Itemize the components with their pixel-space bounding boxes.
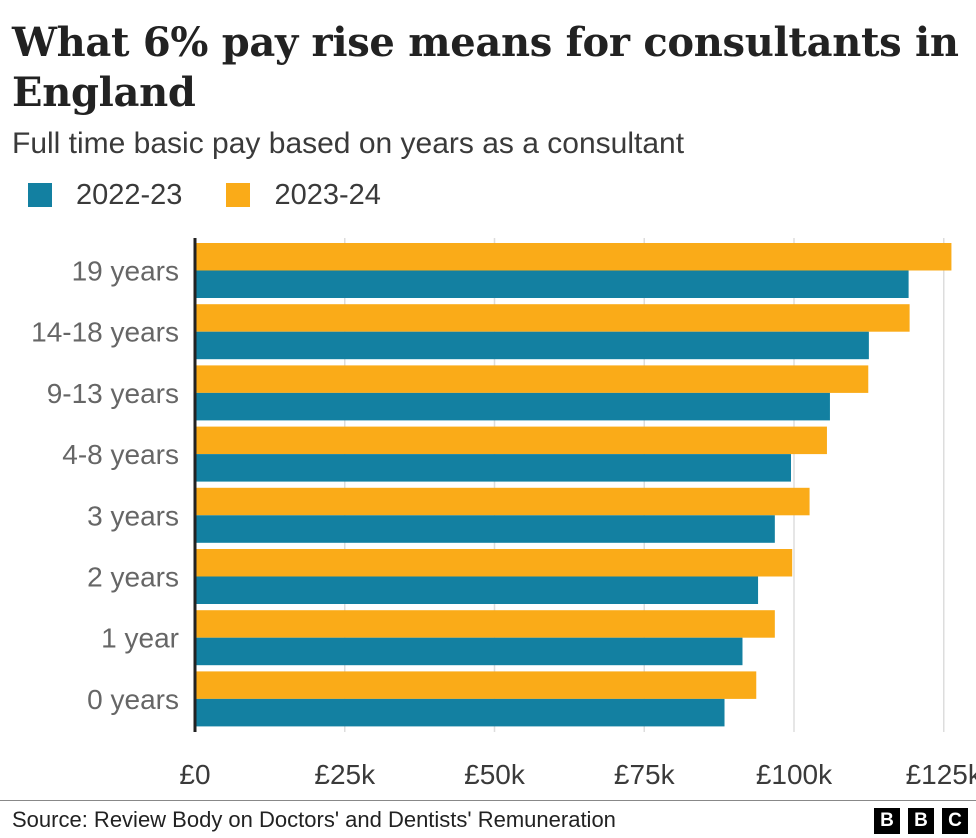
- bar-2023-24: [195, 426, 827, 455]
- bar-2022-23: [195, 270, 909, 298]
- legend-label: 2022-23: [76, 179, 183, 211]
- bbc-logo-block: B: [874, 808, 900, 834]
- source-note: Source: Review Body on Doctors' and Dent…: [12, 807, 616, 832]
- bar-2023-24: [195, 610, 775, 638]
- bar-2022-23: [195, 698, 725, 727]
- legend-swatch: [226, 183, 251, 207]
- category-label: 4-8 years: [62, 439, 179, 470]
- bar-2022-23: [195, 576, 759, 604]
- bar-chart: £0 £25k £50k £75k £100k £125k 19 years 14-18 ye…: [31, 238, 976, 790]
- category-label: 3 years: [87, 500, 179, 531]
- category-label: 19 years: [72, 256, 179, 287]
- x-tick-label: £0: [179, 759, 210, 790]
- x-tick-label: £75k: [614, 759, 676, 790]
- bar-2023-24: [195, 304, 910, 332]
- bar-2022-23: [195, 392, 830, 421]
- bar-2023-24: [195, 243, 952, 271]
- x-tick-label: £25k: [314, 759, 376, 790]
- x-tick-label: £50k: [464, 759, 526, 790]
- x-tick-label: £125k: [906, 759, 976, 790]
- chart-title: What 6% pay rise means for consultants i…: [12, 19, 959, 116]
- footer-divider: [0, 800, 976, 801]
- legend-item: 2022-23: [28, 178, 182, 212]
- category-label: 1 year: [101, 623, 179, 654]
- bbc-logo-block: B: [908, 808, 934, 834]
- legend: 2022-23 2023-24: [28, 178, 425, 212]
- category-label: 2 years: [87, 562, 179, 593]
- bar-2022-23: [195, 515, 775, 543]
- legend-item: 2023-24: [226, 178, 381, 212]
- bar-2023-24: [195, 365, 869, 393]
- chart-subtitle: Full time basic pay based on years as a …: [12, 127, 685, 160]
- legend-label: 2023-24: [274, 179, 381, 211]
- bbc-logo-block: C: [942, 808, 968, 834]
- bar-2022-23: [195, 454, 792, 482]
- x-tick-label: £100k: [756, 759, 833, 790]
- bbc-logo: B B C: [866, 808, 968, 834]
- bar-2022-23: [195, 331, 869, 360]
- category-label: 14-18 years: [31, 317, 179, 348]
- bar-2023-24: [195, 671, 757, 699]
- bar-2023-24: [195, 549, 793, 577]
- bar-2023-24: [195, 487, 810, 516]
- category-label: 9-13 years: [47, 378, 179, 409]
- category-label: 0 years: [87, 684, 179, 715]
- legend-swatch: [28, 183, 52, 207]
- bar-2022-23: [195, 637, 743, 666]
